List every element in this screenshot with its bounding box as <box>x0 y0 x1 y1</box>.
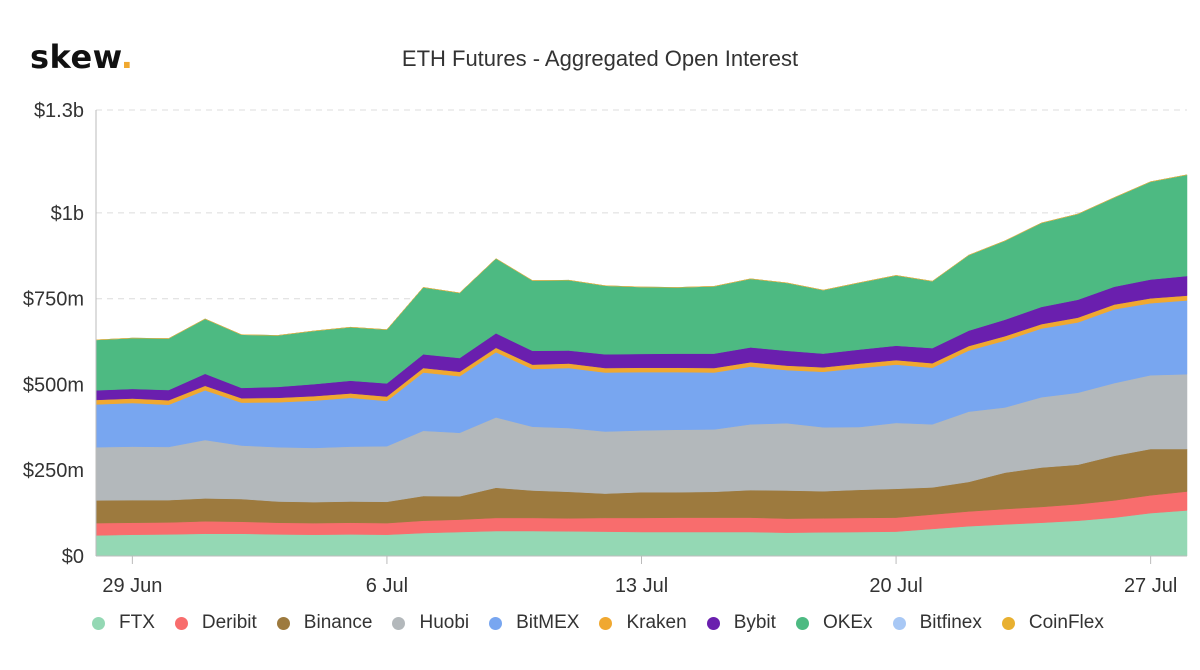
x-tick-label: 20 Jul <box>869 575 922 597</box>
legend-label: Bitfinex <box>919 612 982 633</box>
legend-label: FTX <box>119 612 155 633</box>
legend-item-kraken[interactable]: Kraken <box>599 612 687 634</box>
legend-item-okex[interactable]: OKEx <box>795 612 873 634</box>
y-tick-label: $500m <box>23 374 84 396</box>
legend-dot-icon <box>795 616 809 630</box>
legend-label: Kraken <box>626 612 687 633</box>
legend-item-binance[interactable]: Binance <box>276 612 373 634</box>
legend-item-bybit[interactable]: Bybit <box>706 612 776 634</box>
legend-label: OKEx <box>822 612 873 633</box>
legend-dot-icon <box>599 616 613 630</box>
legend-dot-icon <box>392 616 406 630</box>
chart-title: ETH Futures - Aggregated Open Interest <box>401 46 799 71</box>
y-tick-label: $0 <box>62 546 84 568</box>
chart-area: $0 $250m $500m $750m $1b $1.3b 29 Jun 6 Jul 13 J… <box>23 100 1188 597</box>
legend-dot-icon <box>174 616 188 630</box>
legend: FTX Deribit Binance Huobi BitMEX Kraken Bybit O… <box>92 612 1124 634</box>
legend-dot-icon <box>706 616 720 630</box>
series-area-coinflex <box>95 174 1188 341</box>
legend-dot-icon <box>1001 616 1015 630</box>
legend-item-bitmex[interactable]: BitMEX <box>489 612 579 634</box>
legend-label: Deribit <box>201 612 257 633</box>
legend-dot-icon <box>489 616 503 630</box>
legend-label: Huobi <box>419 612 470 633</box>
legend-item-deribit[interactable]: Deribit <box>174 612 257 634</box>
x-tick-label: 29 Jun <box>102 575 162 597</box>
x-tick-label: 27 Jul <box>1124 575 1177 597</box>
legend-label: CoinFlex <box>1028 612 1104 633</box>
legend-dot-icon <box>276 616 290 630</box>
legend-dot-icon <box>892 616 906 630</box>
legend-label: Binance <box>303 612 373 633</box>
skew-logo: skew. <box>30 38 133 76</box>
y-tick-label: $1.3b <box>34 100 84 122</box>
legend-item-ftx[interactable]: FTX <box>92 612 155 634</box>
logo-dot: . <box>120 38 134 76</box>
legend-item-huobi[interactable]: Huobi <box>392 612 469 634</box>
y-tick-label: $750m <box>23 289 84 311</box>
y-tick-label: $1b <box>51 203 84 225</box>
x-tick-label: 6 Jul <box>366 575 408 597</box>
legend-label: Bybit <box>733 612 776 633</box>
legend-dot-icon <box>92 616 105 630</box>
legend-item-coinflex[interactable]: CoinFlex <box>1001 612 1104 634</box>
legend-label: BitMEX <box>516 612 580 633</box>
y-tick-label: $250m <box>23 460 84 482</box>
logo-text: skew <box>30 38 121 76</box>
x-tick-label: 13 Jul <box>615 575 668 597</box>
legend-item-bitfinex[interactable]: Bitfinex <box>892 612 982 634</box>
